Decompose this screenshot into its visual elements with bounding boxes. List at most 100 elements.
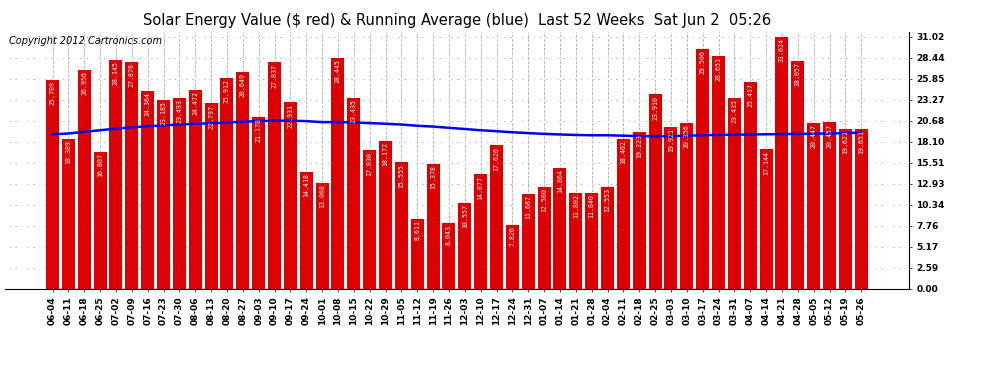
Text: 23.435: 23.435 — [732, 99, 738, 123]
Title: Solar Energy Value ($ red) & Running Average (blue)  Last 52 Weeks  Sat Jun 2  0: Solar Energy Value ($ red) & Running Ave… — [143, 13, 771, 28]
Text: 19.651: 19.651 — [858, 130, 864, 154]
Bar — [47, 80, 59, 289]
Text: 20.457: 20.457 — [827, 124, 833, 148]
Text: 17.144: 17.144 — [763, 151, 769, 175]
Text: 19.621: 19.621 — [842, 130, 848, 154]
Bar — [743, 82, 756, 289]
Bar — [347, 98, 360, 289]
Text: 11.840: 11.840 — [589, 194, 595, 218]
Text: 19.921: 19.921 — [668, 128, 674, 152]
Text: 23.910: 23.910 — [652, 96, 658, 120]
Bar — [189, 90, 202, 289]
Bar — [791, 61, 804, 289]
Text: 27.876: 27.876 — [129, 63, 135, 87]
Bar — [443, 224, 455, 289]
Text: 13.068: 13.068 — [319, 184, 325, 208]
Bar — [142, 91, 154, 289]
Bar — [474, 174, 487, 289]
Text: 11.802: 11.802 — [573, 194, 579, 218]
Text: 25.417: 25.417 — [747, 83, 753, 107]
Bar — [157, 100, 170, 289]
Text: 18.389: 18.389 — [65, 141, 71, 165]
Bar — [728, 98, 741, 289]
Bar — [62, 139, 75, 289]
Bar — [379, 141, 392, 289]
Bar — [775, 36, 788, 289]
Text: 20.447: 20.447 — [811, 124, 817, 148]
Text: 20.356: 20.356 — [684, 124, 690, 148]
Text: 17.626: 17.626 — [494, 147, 500, 171]
Text: 8.611: 8.611 — [414, 220, 420, 240]
Text: 17.030: 17.030 — [366, 152, 372, 176]
Text: 28.651: 28.651 — [716, 57, 722, 81]
Text: 28.445: 28.445 — [335, 59, 341, 83]
Bar — [252, 117, 265, 289]
Bar — [221, 78, 234, 289]
Bar — [490, 146, 503, 289]
Text: 19.223: 19.223 — [637, 134, 643, 158]
Bar — [664, 127, 677, 289]
Bar — [854, 129, 867, 289]
Text: 27.837: 27.837 — [271, 64, 277, 88]
Text: 28.057: 28.057 — [795, 62, 801, 86]
Bar — [237, 72, 249, 289]
Text: 28.145: 28.145 — [113, 61, 119, 85]
Text: 14.864: 14.864 — [557, 169, 563, 193]
Bar — [648, 94, 661, 289]
Bar — [680, 123, 693, 289]
Bar — [110, 60, 123, 289]
Bar — [395, 162, 408, 289]
Bar — [506, 225, 519, 289]
Bar — [807, 123, 820, 289]
Text: 31.024: 31.024 — [779, 38, 785, 62]
Text: 24.472: 24.472 — [192, 91, 198, 115]
Text: 12.560: 12.560 — [542, 188, 547, 212]
Text: 18.402: 18.402 — [621, 140, 627, 164]
Bar — [316, 183, 329, 289]
Text: Copyright 2012 Cartronics.com: Copyright 2012 Cartronics.com — [10, 36, 162, 46]
Bar — [284, 102, 297, 289]
Bar — [94, 152, 107, 289]
Bar — [411, 219, 424, 289]
Text: 23.435: 23.435 — [350, 99, 356, 123]
Text: 8.043: 8.043 — [446, 225, 452, 245]
Bar — [205, 104, 218, 289]
Bar — [601, 187, 614, 289]
Bar — [759, 149, 772, 289]
Text: 21.178: 21.178 — [255, 118, 261, 142]
Text: 24.364: 24.364 — [145, 92, 150, 116]
Text: 16.807: 16.807 — [97, 153, 103, 177]
Text: 26.956: 26.956 — [81, 71, 87, 95]
Text: 14.418: 14.418 — [303, 173, 309, 197]
Text: 14.077: 14.077 — [477, 176, 484, 200]
Text: 25.709: 25.709 — [50, 81, 55, 105]
Bar — [268, 63, 281, 289]
Bar — [522, 194, 535, 289]
Text: 7.826: 7.826 — [510, 226, 516, 246]
Bar — [823, 123, 836, 289]
Bar — [78, 70, 91, 289]
Bar — [173, 98, 186, 289]
Text: 11.687: 11.687 — [526, 195, 532, 219]
Text: 15.378: 15.378 — [430, 165, 437, 189]
Bar — [332, 57, 345, 289]
Bar — [569, 193, 582, 289]
Text: 25.912: 25.912 — [224, 80, 230, 104]
Text: 29.506: 29.506 — [700, 50, 706, 74]
Bar — [300, 171, 313, 289]
Text: 12.553: 12.553 — [605, 188, 611, 212]
Text: 22.797: 22.797 — [208, 105, 214, 129]
Text: 23.493: 23.493 — [176, 99, 182, 123]
Bar — [617, 139, 630, 289]
Text: 18.172: 18.172 — [382, 142, 388, 166]
Bar — [363, 150, 376, 289]
Bar — [839, 129, 851, 289]
Text: 23.185: 23.185 — [160, 102, 166, 126]
Text: 15.555: 15.555 — [398, 164, 404, 188]
Text: 22.931: 22.931 — [287, 104, 293, 128]
Bar — [585, 192, 598, 289]
Text: 10.557: 10.557 — [461, 204, 468, 228]
Bar — [538, 187, 550, 289]
Bar — [633, 132, 645, 289]
Bar — [427, 164, 440, 289]
